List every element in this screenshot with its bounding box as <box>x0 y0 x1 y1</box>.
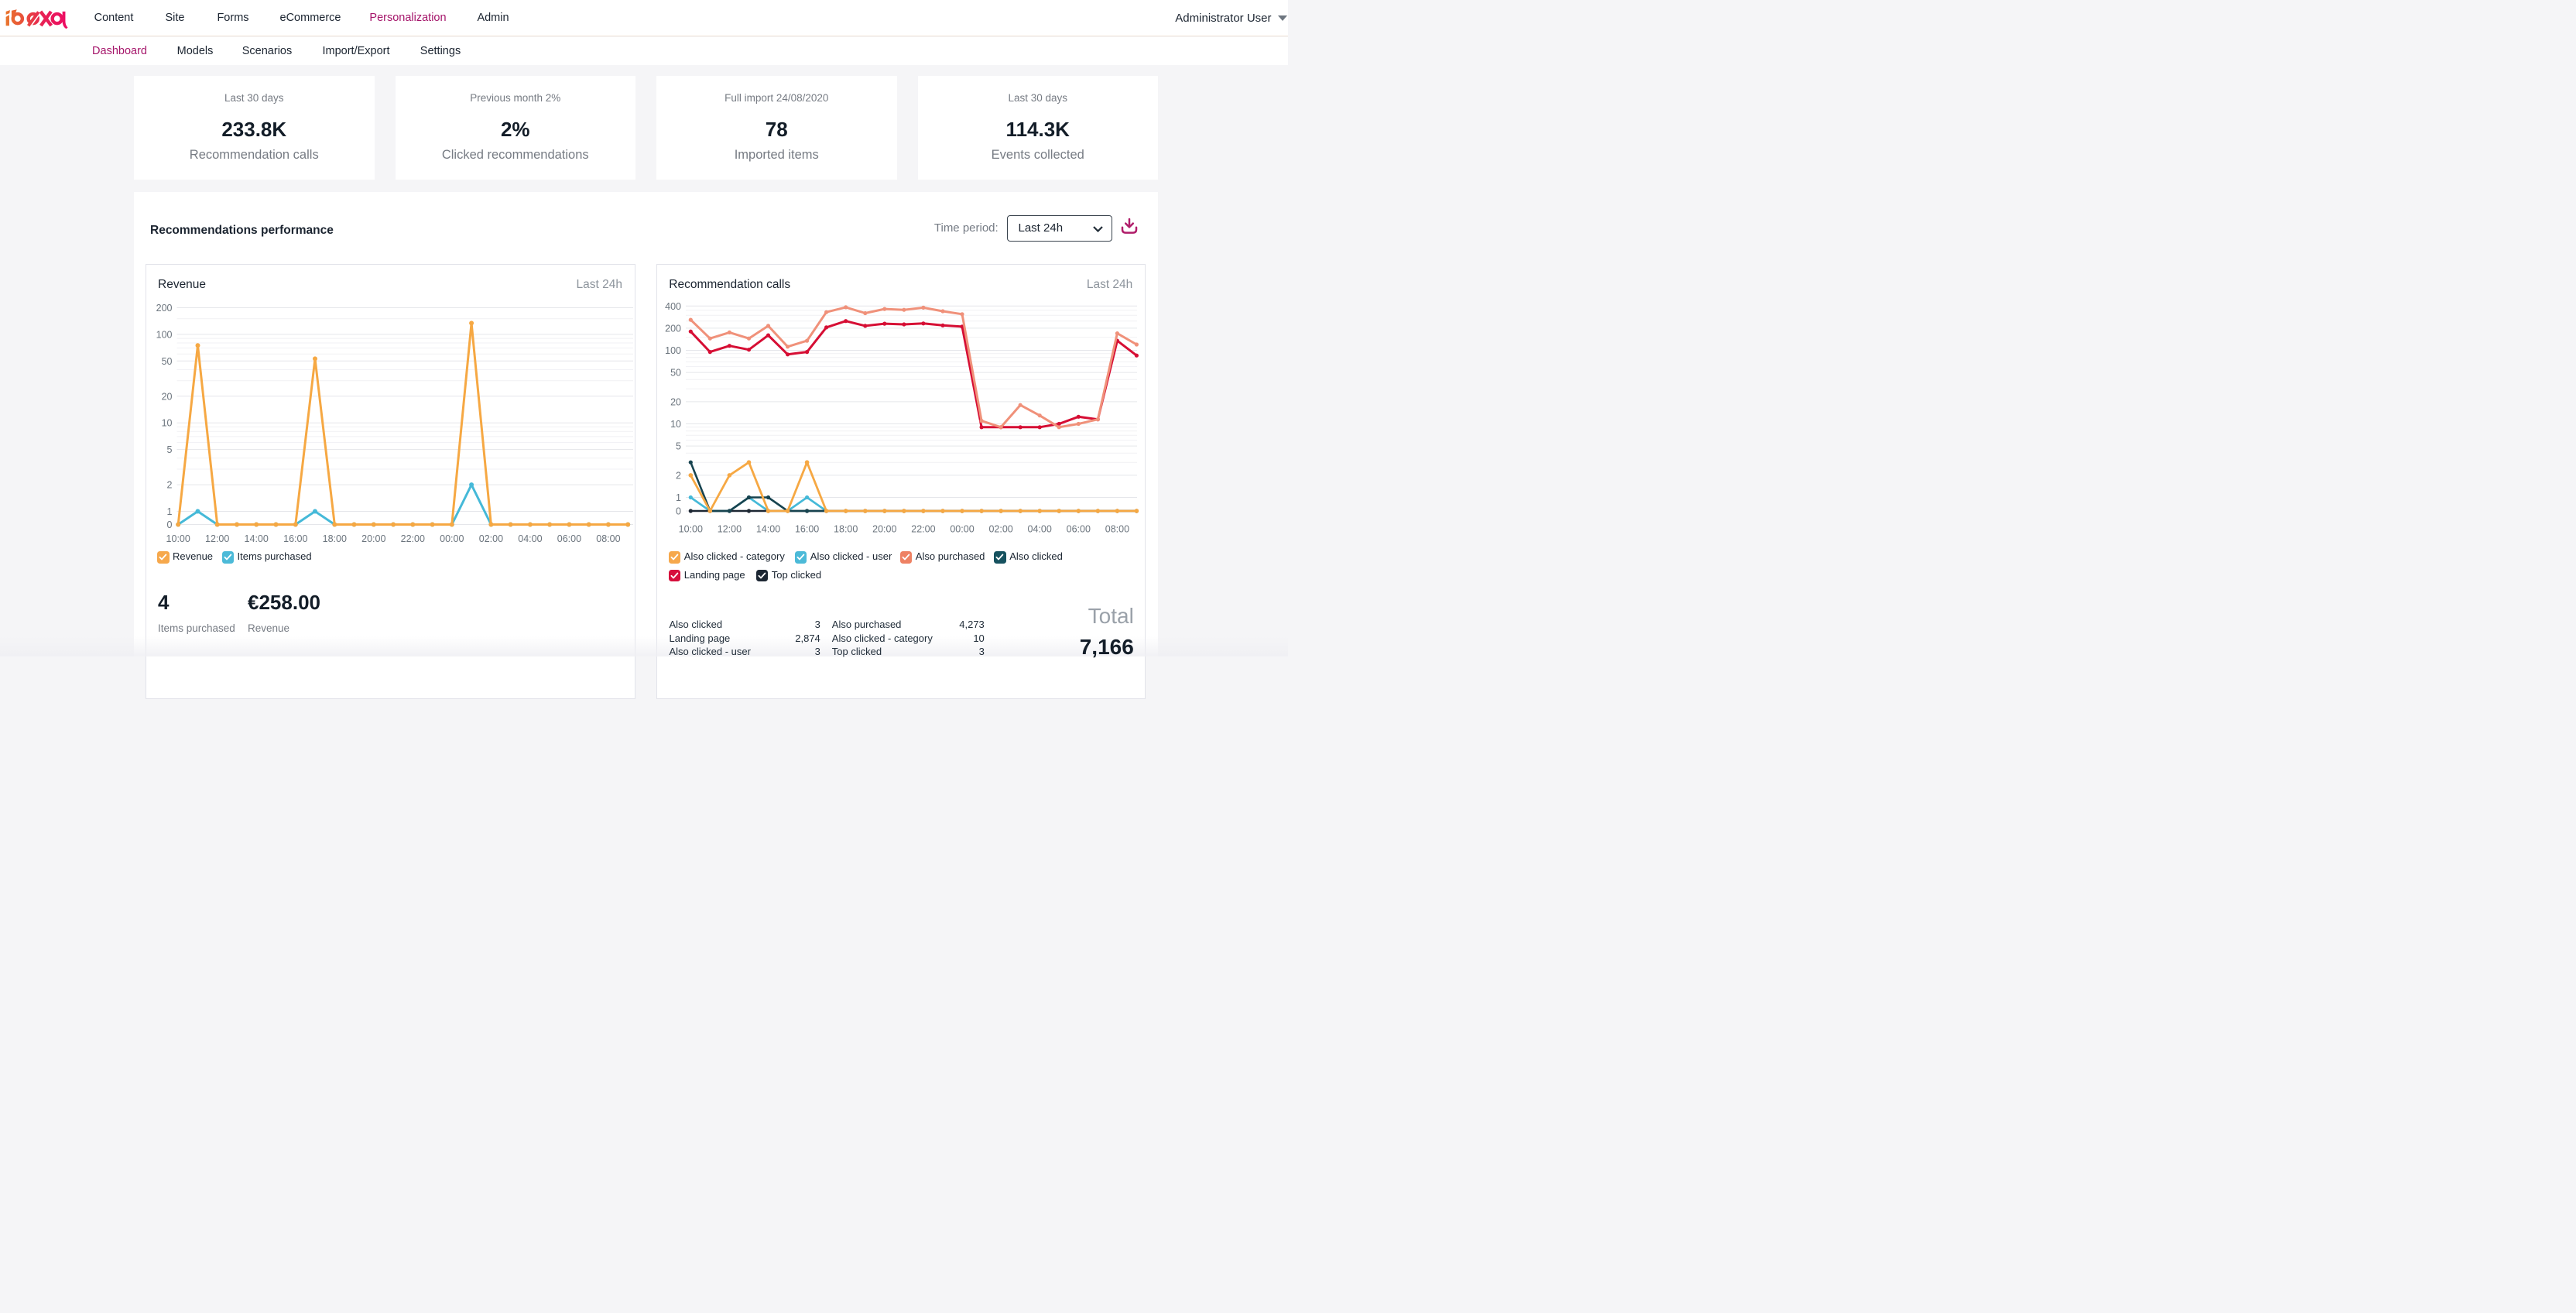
svg-text:14:00: 14:00 <box>244 533 268 544</box>
svg-text:02:00: 02:00 <box>478 533 502 544</box>
svg-text:16:00: 16:00 <box>795 523 819 534</box>
svg-text:02:00: 02:00 <box>988 523 1012 534</box>
svg-text:04:00: 04:00 <box>518 533 542 544</box>
svg-text:22:00: 22:00 <box>911 523 935 534</box>
svg-text:5: 5 <box>676 441 681 451</box>
svg-text:08:00: 08:00 <box>596 533 620 544</box>
svg-text:100: 100 <box>156 329 172 340</box>
svg-text:16:00: 16:00 <box>283 533 307 544</box>
svg-text:20: 20 <box>161 391 172 402</box>
svg-text:100: 100 <box>665 345 681 356</box>
svg-text:0: 0 <box>166 519 172 530</box>
svg-text:18:00: 18:00 <box>322 533 346 544</box>
svg-text:20:00: 20:00 <box>361 533 385 544</box>
svg-text:10:00: 10:00 <box>678 523 702 534</box>
svg-text:200: 200 <box>665 323 681 334</box>
svg-text:22:00: 22:00 <box>400 533 424 544</box>
svg-text:06:00: 06:00 <box>557 533 581 544</box>
svg-text:1: 1 <box>166 506 172 517</box>
svg-text:10:00: 10:00 <box>166 533 190 544</box>
svg-text:12:00: 12:00 <box>718 523 742 534</box>
svg-text:1: 1 <box>676 492 681 503</box>
svg-text:10: 10 <box>670 419 681 430</box>
svg-text:200: 200 <box>156 303 172 314</box>
svg-text:50: 50 <box>670 367 681 378</box>
svg-text:14:00: 14:00 <box>756 523 780 534</box>
svg-text:00:00: 00:00 <box>950 523 974 534</box>
svg-text:00:00: 00:00 <box>440 533 464 544</box>
svg-text:400: 400 <box>665 300 681 311</box>
svg-text:0: 0 <box>676 506 681 516</box>
svg-text:2: 2 <box>166 479 172 490</box>
svg-text:5: 5 <box>166 444 172 455</box>
svg-text:50: 50 <box>161 355 172 366</box>
svg-text:12:00: 12:00 <box>205 533 229 544</box>
svg-text:08:00: 08:00 <box>1105 523 1129 534</box>
svg-text:06:00: 06:00 <box>1066 523 1090 534</box>
svg-text:10: 10 <box>161 417 172 428</box>
svg-text:20:00: 20:00 <box>872 523 896 534</box>
svg-text:20: 20 <box>670 396 681 407</box>
svg-text:18:00: 18:00 <box>834 523 858 534</box>
svg-text:2: 2 <box>676 470 681 481</box>
svg-text:04:00: 04:00 <box>1027 523 1051 534</box>
